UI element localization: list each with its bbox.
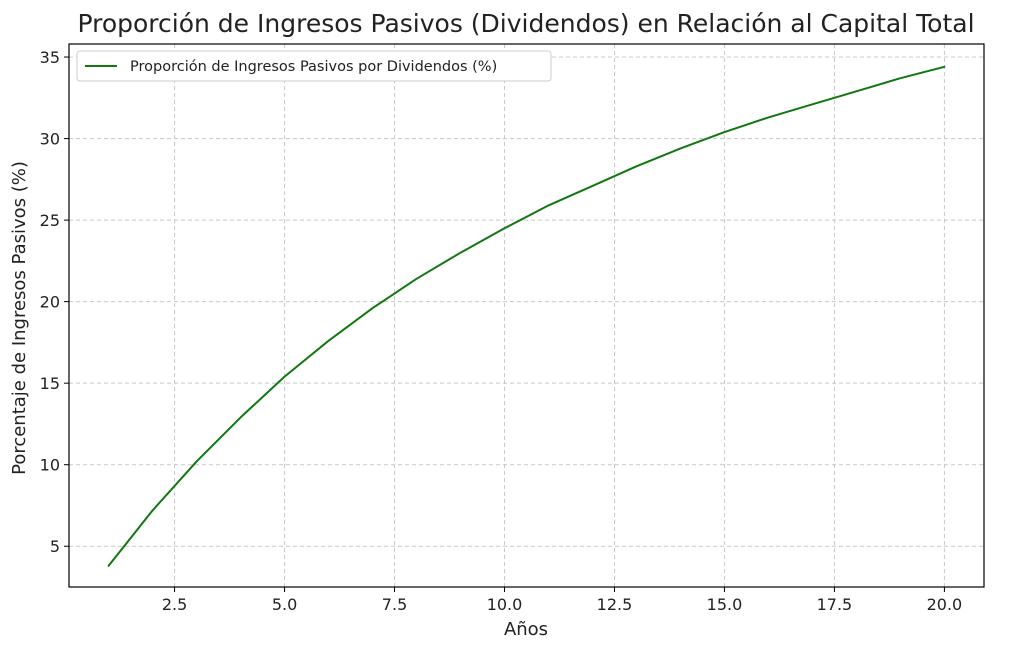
legend: Proporción de Ingresos Pasivos por Divid… (76, 50, 552, 82)
legend-entry: Proporción de Ingresos Pasivos por Divid… (130, 59, 497, 75)
series-line (107, 65, 946, 567)
y-tick-label: 15 (40, 374, 60, 393)
y-tick-label: 30 (40, 130, 60, 149)
y-axis-label: Porcentaje de Ingresos Pasivos (%) (9, 161, 30, 475)
chart-title: Proporción de Ingresos Pasivos (Dividend… (77, 9, 974, 38)
y-tick-label: 20 (40, 293, 60, 312)
axis-ticks: 2.5 5.0 7.5 10.0 12.5 15.0 17.5 20.0 5 10 15 20 25 30… (40, 48, 963, 614)
y-tick-label: 10 (40, 456, 60, 475)
y-tick-label: 35 (40, 48, 60, 67)
x-tick-label: 17.5 (817, 595, 853, 614)
x-tick-label: 2.5 (162, 595, 187, 614)
plot-frame (68, 43, 985, 588)
legend-box (76, 50, 552, 82)
y-tick-label: 25 (40, 211, 60, 230)
x-tick-label: 10.0 (487, 595, 523, 614)
x-tick-label: 7.5 (382, 595, 407, 614)
x-tick-label: 15.0 (707, 595, 743, 614)
x-tick-label: 12.5 (597, 595, 633, 614)
x-tick-label: 5.0 (272, 595, 297, 614)
x-axis-label: Años (504, 619, 548, 640)
series-layer (107, 65, 946, 567)
x-tick-label: 20.0 (927, 595, 963, 614)
y-tick-label: 5 (50, 537, 60, 556)
grid-lines (69, 44, 984, 587)
